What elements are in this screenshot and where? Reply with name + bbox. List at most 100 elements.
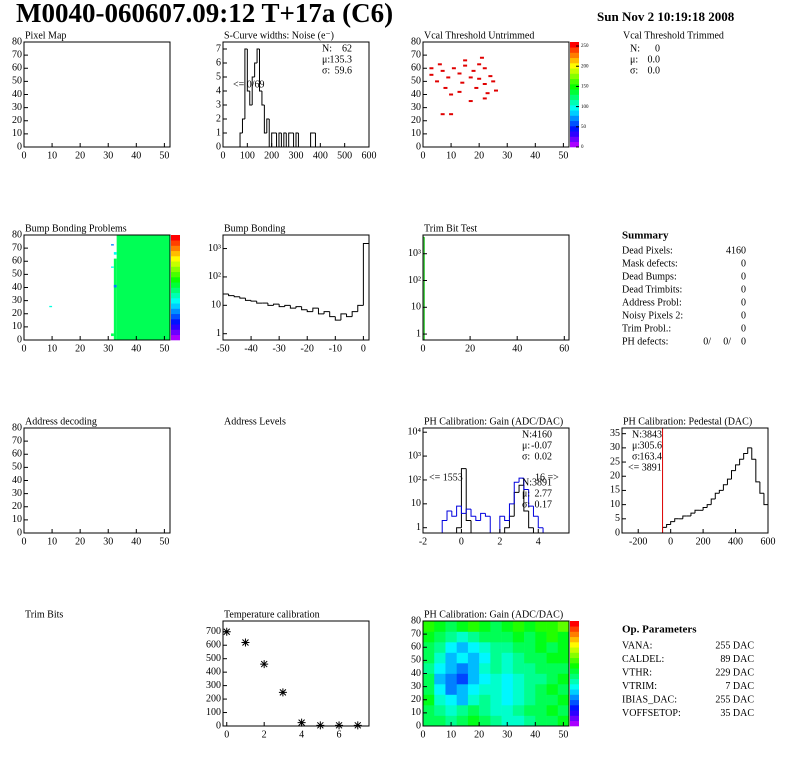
parameter-label: VTRIM: [622, 681, 657, 692]
colorbar-step [570, 636, 579, 643]
y-tick-label: 600 [206, 640, 221, 651]
panel-title: Trim Bits [25, 609, 63, 620]
colorbar-step [570, 141, 579, 148]
heat-cell [445, 631, 457, 643]
x-tick-label: 600 [761, 536, 776, 547]
stat-value: 0 [655, 43, 660, 54]
colorbar-step [570, 78, 579, 85]
page-date: Sun Nov 2 10:19:18 2008 [597, 9, 735, 24]
y-tick-label: 35 [610, 428, 620, 439]
histogram-bin [244, 298, 252, 301]
heat-cell [524, 652, 536, 664]
y-tick-label: 50 [12, 269, 22, 280]
plot-frame [422, 234, 570, 341]
x-tick-label: 2 [262, 729, 267, 740]
stat-value: 135.3 [330, 54, 353, 65]
x-tick-label: 20 [75, 343, 85, 354]
y-tick-label: 10 [411, 707, 421, 718]
y-tick-label: 30 [411, 681, 421, 692]
y-tick-label: 10² [408, 275, 421, 286]
y-tick-label: 400 [206, 666, 221, 677]
colorbar-step [570, 647, 579, 653]
x-tick-label: 10 [47, 150, 57, 161]
heat-cell [524, 705, 536, 716]
y-tick-label: 0 [416, 141, 421, 152]
histogram-bin [239, 132, 243, 147]
panel-title: Address Levels [224, 416, 286, 427]
heat-cell [557, 694, 570, 706]
colorbar-step [171, 271, 180, 278]
y-tick-label: 15 [610, 485, 620, 496]
heat-cell [524, 663, 536, 674]
histogram-bin [743, 453, 748, 460]
heat-cell [456, 621, 469, 632]
map-cell [111, 333, 114, 337]
heat-cell [467, 631, 480, 643]
y-tick-label: 10³ [208, 243, 221, 254]
heat-cell [490, 652, 502, 664]
heat-cell [535, 705, 547, 716]
panel-title: Bump Bonding Problems [25, 223, 127, 234]
heat-cell [490, 684, 502, 695]
heat-cell [479, 694, 491, 706]
colorbar-step [570, 136, 579, 143]
heat-cell [546, 631, 559, 643]
y-tick-label: 70 [12, 49, 22, 60]
stat-label: σ: [632, 451, 640, 462]
x-tick-label: 30 [103, 536, 113, 547]
summary-label: Address Probl: [622, 297, 682, 308]
x-tick-label: -20 [301, 343, 314, 354]
summary-label: PH defects: [622, 336, 668, 347]
histogram-bin [456, 527, 462, 533]
page-title: M0040-060607.09:12 T+17a (C6) [16, 0, 393, 28]
heat-cell [445, 621, 457, 632]
parameter-label: CALDEL: [622, 654, 664, 665]
y-tick-label: 700 [206, 626, 221, 637]
histogram-bin [306, 309, 313, 313]
panel-title: PH Calibration: Gain (ADC/DAC) [424, 416, 563, 427]
stat-value: 3891 [532, 477, 552, 488]
histogram-bin [518, 477, 524, 483]
x-tick-label: 30 [103, 150, 113, 161]
histogram-bin [523, 485, 529, 512]
histogram-bin [513, 481, 520, 504]
histogram-bin [759, 481, 764, 494]
histogram-bin [295, 306, 302, 309]
stat-label: σ: [322, 65, 330, 76]
annotation: <= 1553 [429, 472, 463, 483]
heat-cell [456, 684, 469, 695]
y-tick-label: 80 [12, 36, 22, 47]
y-tick-label: 0 [17, 334, 22, 345]
heat-cell [501, 621, 514, 632]
x-tick-label: 10 [47, 536, 57, 547]
y-tick-label: 10 [12, 128, 22, 139]
heat-cell [512, 663, 525, 674]
colorbar-step [570, 131, 579, 137]
heat-cell [535, 663, 547, 674]
heat-cell [445, 663, 457, 674]
y-tick-label: 0 [216, 720, 221, 731]
histogram-bin [523, 478, 529, 490]
heat-cell [434, 673, 446, 685]
y-tick-label: 10 [211, 300, 221, 311]
heat-cell [445, 715, 457, 727]
y-tick-label: 60 [12, 449, 22, 460]
x-tick-label: 0 [421, 729, 426, 740]
y-tick-label: 500 [206, 653, 221, 664]
heat-cell [512, 715, 525, 727]
x-tick-label: 500 [337, 150, 352, 161]
summary-value: 0 [741, 336, 746, 347]
stat-value: 0.17 [535, 499, 553, 510]
x-tick-label: 2 [497, 536, 502, 547]
summary-value: 4160 [726, 245, 746, 256]
colorbar-step [570, 668, 579, 674]
stat-value: 0.0 [648, 65, 661, 76]
heat-cell [423, 694, 435, 706]
x-tick-label: 20 [465, 343, 475, 354]
colorbar-step [570, 642, 579, 648]
histogram-bin [674, 518, 679, 522]
colorbar-step [570, 673, 579, 680]
heat-cell [512, 684, 525, 695]
stat-value: 163.4 [640, 451, 663, 462]
parameter-value: 255 DAC [715, 694, 754, 705]
